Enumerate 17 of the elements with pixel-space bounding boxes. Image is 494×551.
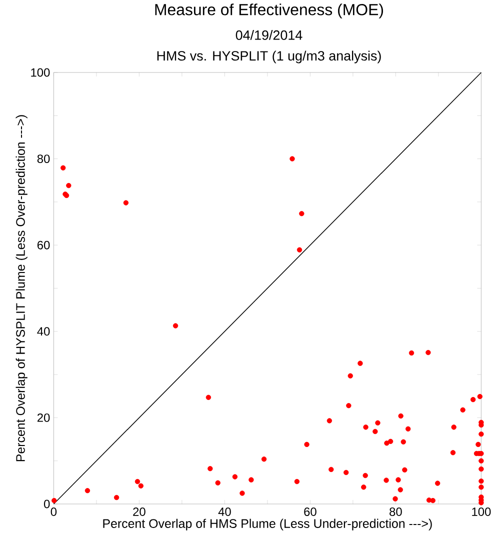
y-tick-label: 80 — [37, 154, 50, 164]
x-tick-label: 0 — [50, 508, 57, 516]
y-axis-title: Percent Overlap of HYSPLIT Plume (Less Over-prediction --->) — [16, 115, 28, 462]
x-axis-title: Percent Overlap of HMS Plume (Less Under-prediction --->) — [103, 518, 432, 530]
y-tick-label: 100 — [31, 68, 50, 77]
chart-title: Measure of Effectiveness (MOE) — [155, 4, 383, 18]
chart-subtitle: 04/19/2014 — [236, 30, 302, 40]
text: HMS vs. HYSPLIT (1 ug/m3 analysis) — [157, 50, 381, 64]
x-tick-label: 20 — [133, 508, 146, 516]
x-tick-label: 80 — [390, 508, 402, 516]
x-tick-label: 100 — [472, 508, 491, 516]
y-tick-label: 0 — [44, 500, 50, 508]
y-tick-label: 20 — [37, 413, 50, 422]
x-tick-label: 40 — [218, 508, 231, 516]
y-tick-label: 40 — [37, 327, 50, 336]
x-tick-label: 60 — [304, 508, 316, 516]
y-tick-label: 60 — [37, 240, 50, 250]
